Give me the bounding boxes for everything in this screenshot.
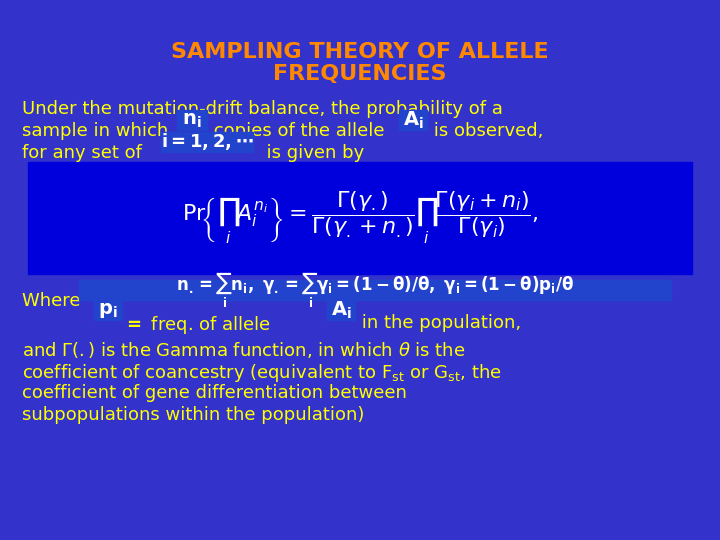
Text: $\mathbf{i = 1, 2, \cdots}$: $\mathbf{i = 1, 2, \cdots}$ [161, 132, 253, 152]
Text: FREQUENCIES: FREQUENCIES [274, 64, 446, 84]
FancyBboxPatch shape [177, 110, 207, 130]
Text: $\mathbf{=}$ freq. of allele: $\mathbf{=}$ freq. of allele [123, 314, 277, 336]
Text: Where: Where [22, 292, 86, 310]
Text: is given by: is given by [255, 144, 364, 162]
Text: $\mathbf{n_i}$: $\mathbf{n_i}$ [182, 111, 202, 130]
FancyBboxPatch shape [79, 280, 671, 300]
Text: $\mathbf{A_i}$: $\mathbf{A_i}$ [330, 299, 351, 321]
Text: coefficient of coancestry (equivalent to $\mathrm{F_{st}}$ or $\mathrm{G_{st}}$,: coefficient of coancestry (equivalent to… [22, 362, 502, 384]
Text: $\mathbf{n_{\boldsymbol{.}} = \sum_i n_i,\ \gamma_{\boldsymbol{.}} = \sum_i \gam: $\mathbf{n_{\boldsymbol{.}} = \sum_i n_i… [176, 270, 574, 310]
Text: and $\Gamma(.)$ is the Gamma function, in which $\theta$ is the: and $\Gamma(.)$ is the Gamma function, i… [22, 340, 465, 360]
Text: $\mathrm{Pr}\!\left\{\prod_i A_i^{n_i}\right\} = \dfrac{\Gamma(\gamma_{\boldsymb: $\mathrm{Pr}\!\left\{\prod_i A_i^{n_i}\r… [181, 190, 539, 246]
Text: $\mathbf{A_i}$: $\mathbf{A_i}$ [402, 109, 423, 131]
Text: subpopulations within the population): subpopulations within the population) [22, 406, 364, 424]
FancyBboxPatch shape [399, 110, 427, 130]
Text: copies of the allele: copies of the allele [208, 122, 390, 140]
Text: is observed,: is observed, [428, 122, 544, 140]
Text: $\mathbf{p_i}$: $\mathbf{p_i}$ [98, 300, 118, 320]
Text: SAMPLING THEORY OF ALLELE: SAMPLING THEORY OF ALLELE [171, 42, 549, 62]
FancyBboxPatch shape [161, 132, 253, 152]
Text: for any set of: for any set of [22, 144, 153, 162]
FancyBboxPatch shape [327, 300, 355, 320]
Text: coefficient of gene differentiation between: coefficient of gene differentiation betw… [22, 384, 407, 402]
FancyBboxPatch shape [28, 162, 692, 274]
Text: Under the mutation-drift balance, the probability of a: Under the mutation-drift balance, the pr… [22, 100, 503, 118]
Text: sample in which: sample in which [22, 122, 174, 140]
Text: in the population,: in the population, [356, 314, 521, 332]
FancyBboxPatch shape [94, 300, 122, 320]
